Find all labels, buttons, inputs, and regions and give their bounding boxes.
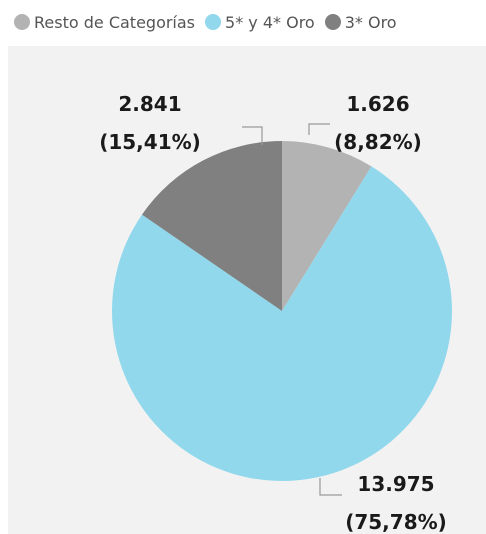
chart-legend: Resto de Categorías 5* y 4* Oro 3* Oro (14, 8, 401, 36)
legend-label-resto: Resto de Categorías (34, 12, 196, 32)
legend-item-5-4-oro[interactable]: 5* y 4* Oro (205, 13, 315, 32)
legend-label-3-oro: 3* Oro (344, 12, 397, 32)
legend-label-5-4-oro: 5* y 4* Oro (225, 12, 315, 32)
data-label-value-0: 1.626 (346, 92, 409, 116)
pie-slice-0[interactable] (282, 141, 372, 311)
data-label-percent-1: (75,78%) (345, 510, 447, 534)
leader-line-1 (319, 478, 342, 496)
pie-slice-1[interactable] (112, 166, 453, 482)
data-label-percent-2: (15,41%) (99, 130, 201, 154)
legend-item-3-oro[interactable]: 3* Oro (324, 12, 397, 32)
leader-line-0 (308, 123, 330, 135)
data-label-percent-0: (8,82%) (334, 130, 422, 154)
legend-item-resto[interactable]: Resto de Categorías (14, 13, 195, 32)
leader-line-2 (242, 126, 263, 145)
data-label-value-1: 13.975 (357, 472, 434, 496)
pie-slice-2[interactable] (141, 141, 282, 311)
legend-swatch-5-4-oro (205, 14, 222, 30)
legend-swatch-3-oro (324, 14, 341, 30)
legend-swatch-resto (14, 14, 30, 30)
data-label-value-2: 2.841 (118, 92, 181, 116)
